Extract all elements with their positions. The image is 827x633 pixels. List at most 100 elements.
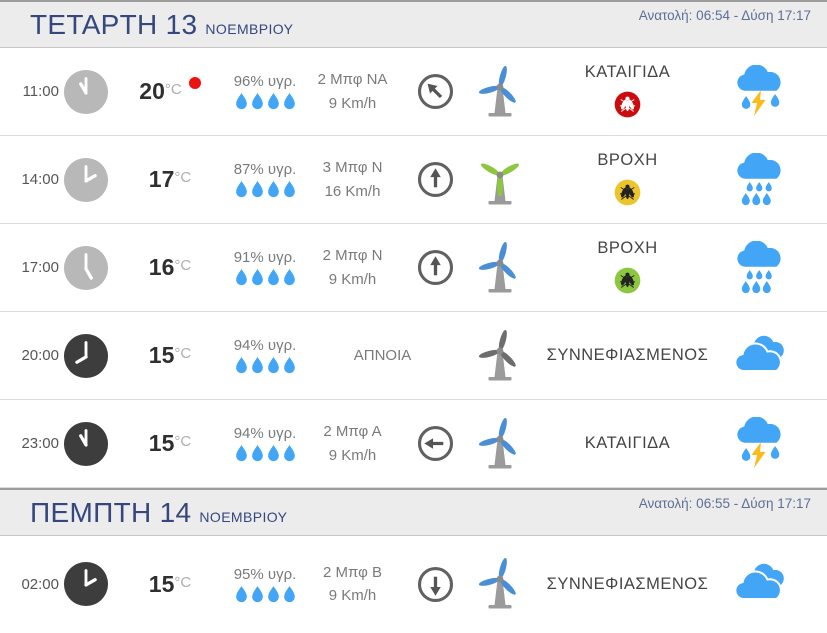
day-title: ΠΕΜΠΤΗ 14 ΝΟΕΜΒΡΙΟΥ <box>30 497 287 529</box>
humidity: 87% υγρ. <box>230 161 300 198</box>
wind-info: 3 Μπφ Ν 16 Km/h <box>300 156 405 203</box>
humidity-drops-icon <box>230 585 300 603</box>
day-name-label: ΠΕΜΠΤΗ 14 <box>30 496 192 528</box>
day-rows: 11:00 20°C 96% υγρ. 2 Μπφ ΝΑ 9 Km/h <box>0 48 827 488</box>
condition: ΚΑΤΑΙΓΙΔΑ <box>535 400 720 487</box>
wind-speed-label: 9 Km/h <box>328 270 377 288</box>
humidity-drops-icon <box>230 181 300 198</box>
time-label: 23:00 <box>21 435 59 452</box>
cloudy-icon <box>733 563 784 600</box>
forecast-row: 17:00 16°C 91% υγρ. 2 Μπφ Ν 9 Km/h <box>0 224 827 312</box>
temperature: 15°C <box>110 430 230 457</box>
forecast-row: 02:00 15°C 95% υγρ. 2 Μπφ Β 9 Km/h <box>0 536 827 632</box>
storm-icon <box>736 416 781 468</box>
wind-turbine-icon <box>465 417 535 470</box>
time-label: 14:00 <box>21 171 59 188</box>
temperature: 15°C <box>110 342 230 369</box>
wind-beaufort-label: 3 Μπφ Ν <box>322 159 383 177</box>
wind-direction-icon <box>405 72 465 111</box>
wind-turbine-icon <box>465 329 535 382</box>
mosquito-icon <box>614 267 641 294</box>
humidity: 91% υγρ. <box>230 249 300 286</box>
temperature-unit: °C <box>174 573 192 591</box>
condition-label: ΒΡΟΧΗ <box>597 239 658 257</box>
wind-beaufort-label: 2 Μπφ Α <box>323 423 382 441</box>
condition-label: ΣΥΝΝΕΦΙΑΣΜΕΝΟΣ <box>546 346 709 364</box>
time-label: 17:00 <box>21 259 59 276</box>
wind-turbine-icon <box>465 154 535 206</box>
time-label: 20:00 <box>21 347 59 364</box>
forecast-row: 20:00 15°C 94% υγρ. ΑΠΝΟΙΑ <box>0 312 827 400</box>
condition-label: ΣΥΝΝΕΦΙΑΣΜΕΝΟΣ <box>546 574 709 593</box>
condition: ΒΡΟΧΗ <box>535 136 720 223</box>
weather-icon-cell <box>720 152 827 207</box>
day-month-label: ΝΟΕΜΒΡΙΟΥ <box>205 20 294 37</box>
wind-beaufort-label: 2 Μπφ Ν <box>322 247 383 265</box>
wind-speed-label: 16 Km/h <box>324 182 381 200</box>
wind-direction-icon <box>405 160 465 199</box>
day-name-label: ΤΕΤΑΡΤΗ 13 <box>30 8 198 40</box>
temperature-value: 20 <box>139 78 165 104</box>
day-section: ΠΕΜΠΤΗ 14 ΝΟΕΜΒΡΙΟΥ Ανατολή: 06:55 - Δύσ… <box>0 488 827 632</box>
temperature: 15°C <box>110 571 230 598</box>
clock-icon <box>62 333 110 379</box>
wind-speed-label: 9 Km/h <box>328 446 377 464</box>
wind-info: 2 Μπφ Ν 9 Km/h <box>300 244 405 291</box>
temperature-unit: °C <box>174 257 192 274</box>
clock-icon <box>62 245 110 291</box>
clock-icon <box>62 561 110 607</box>
weather-icon-cell <box>720 329 827 383</box>
clock-icon <box>62 421 110 467</box>
condition: ΣΥΝΝΕΦΙΑΣΜΕΝΟΣ <box>535 536 720 632</box>
wind-beaufort-label: 2 Μπφ ΝΑ <box>317 71 388 89</box>
cloudy-icon <box>733 335 784 372</box>
wind-speed-label: 9 Km/h <box>328 94 377 112</box>
record-dot-icon <box>188 77 201 89</box>
time-label: 02:00 <box>21 575 59 593</box>
sunrise-sunset-label: Ανατολή: 06:54 - Δύση 17:17 <box>638 8 811 23</box>
temperature: 17°C <box>110 166 230 193</box>
day-rows: 02:00 15°C 95% υγρ. 2 Μπφ Β 9 Km/h <box>0 536 827 632</box>
temperature-value: 16 <box>148 254 175 280</box>
temperature-unit: °C <box>174 345 192 362</box>
clock-icon <box>62 157 110 203</box>
temperature-value: 17 <box>148 166 175 192</box>
humidity-label: 87% υγρ. <box>233 161 297 178</box>
wind-direction-icon <box>405 565 465 604</box>
temperature-unit: °C <box>174 433 192 450</box>
humidity-drops-icon <box>230 93 300 110</box>
wind-info: 2 Μπφ Β 9 Km/h <box>300 561 405 608</box>
wind-direction-icon <box>405 248 465 287</box>
rain-icon <box>736 152 781 205</box>
wind-direction-icon <box>405 424 465 463</box>
time-label: 11:00 <box>22 83 59 100</box>
weather-icon-cell <box>720 416 827 471</box>
wind-speed-label: 9 Km/h <box>328 587 377 604</box>
sunrise-sunset-label: Ανατολή: 06:55 - Δύση 17:17 <box>638 496 811 511</box>
temperature: 16°C <box>110 254 230 281</box>
wind-turbine-icon <box>465 241 535 294</box>
day-header: ΠΕΜΠΤΗ 14 ΝΟΕΜΒΡΙΟΥ Ανατολή: 06:55 - Δύσ… <box>0 488 827 536</box>
mosquito-icon <box>614 91 641 118</box>
humidity-drops-icon <box>230 357 300 374</box>
humidity: 94% υγρ. <box>230 337 300 374</box>
condition-label: ΚΑΤΑΙΓΙΔΑ <box>584 63 671 81</box>
humidity-drops-icon <box>230 269 300 286</box>
wind-info: 2 Μπφ ΝΑ 9 Km/h <box>300 68 405 115</box>
wind-turbine-icon <box>465 65 535 118</box>
humidity-label: 95% υγρ. <box>233 565 297 583</box>
condition: ΣΥΝΝΕΦΙΑΣΜΕΝΟΣ <box>535 312 720 399</box>
temperature-value: 15 <box>148 570 175 597</box>
day-header: ΤΕΤΑΡΤΗ 13 ΝΟΕΜΒΡΙΟΥ Ανατολή: 06:54 - Δύ… <box>0 0 827 48</box>
wind-info: 2 Μπφ Α 9 Km/h <box>300 420 405 467</box>
day-title: ΤΕΤΑΡΤΗ 13 ΝΟΕΜΒΡΙΟΥ <box>30 9 293 41</box>
humidity-label: 94% υγρ. <box>233 337 297 354</box>
temperature-value: 15 <box>148 430 175 456</box>
condition: ΒΡΟΧΗ <box>535 224 720 311</box>
condition-label: ΚΑΤΑΙΓΙΔΑ <box>584 434 671 452</box>
day-month-label: ΝΟΕΜΒΡΙΟΥ <box>199 508 288 525</box>
forecast-row: 23:00 15°C 94% υγρ. 2 Μπφ Α 9 Km/h <box>0 400 827 488</box>
condition: ΚΑΤΑΙΓΙΔΑ <box>535 48 720 135</box>
day-section: ΤΕΤΑΡΤΗ 13 ΝΟΕΜΒΡΙΟΥ Ανατολή: 06:54 - Δύ… <box>0 0 827 488</box>
